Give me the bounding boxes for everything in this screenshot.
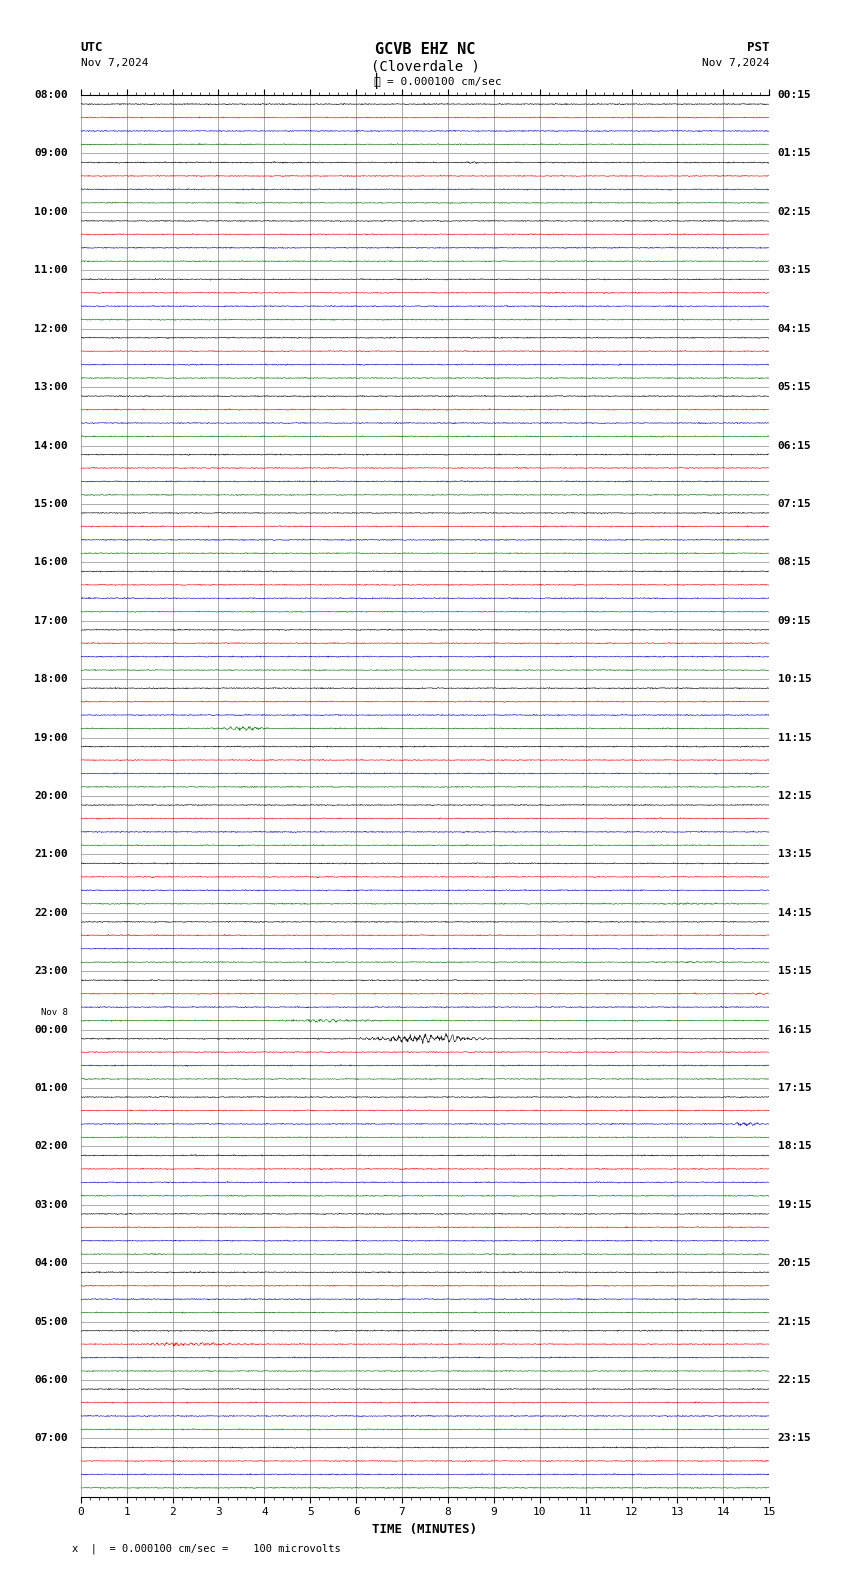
Text: 18:00: 18:00 bbox=[34, 675, 68, 684]
Text: Nov 7,2024: Nov 7,2024 bbox=[702, 59, 769, 68]
Text: 17:15: 17:15 bbox=[778, 1083, 811, 1093]
Text: 14:15: 14:15 bbox=[778, 908, 811, 917]
Text: 16:15: 16:15 bbox=[778, 1025, 811, 1034]
Text: 09:15: 09:15 bbox=[778, 616, 811, 626]
Text: 21:00: 21:00 bbox=[34, 849, 68, 860]
Text: GCVB EHZ NC: GCVB EHZ NC bbox=[375, 43, 475, 57]
Text: 11:00: 11:00 bbox=[34, 265, 68, 276]
Text: 04:15: 04:15 bbox=[778, 323, 811, 334]
Text: |: | bbox=[372, 73, 381, 89]
Text: 03:15: 03:15 bbox=[778, 265, 811, 276]
Text: 22:00: 22:00 bbox=[34, 908, 68, 917]
Text: 14:00: 14:00 bbox=[34, 440, 68, 450]
Text: 19:15: 19:15 bbox=[778, 1199, 811, 1210]
Text: 15:00: 15:00 bbox=[34, 499, 68, 508]
Text: 16:00: 16:00 bbox=[34, 558, 68, 567]
Text: 02:00: 02:00 bbox=[34, 1142, 68, 1152]
Text: 06:15: 06:15 bbox=[778, 440, 811, 450]
Text: 12:00: 12:00 bbox=[34, 323, 68, 334]
Text: 13:15: 13:15 bbox=[778, 849, 811, 860]
Text: 07:15: 07:15 bbox=[778, 499, 811, 508]
Text: 11:15: 11:15 bbox=[778, 732, 811, 743]
Text: 23:00: 23:00 bbox=[34, 966, 68, 976]
Text: 09:00: 09:00 bbox=[34, 149, 68, 158]
Text: 00:00: 00:00 bbox=[34, 1025, 68, 1034]
Text: 18:15: 18:15 bbox=[778, 1142, 811, 1152]
Text: 04:00: 04:00 bbox=[34, 1258, 68, 1269]
Text: 22:15: 22:15 bbox=[778, 1375, 811, 1384]
Text: 12:15: 12:15 bbox=[778, 790, 811, 802]
Text: 10:00: 10:00 bbox=[34, 208, 68, 217]
Text: 00:15: 00:15 bbox=[778, 90, 811, 100]
Text: 17:00: 17:00 bbox=[34, 616, 68, 626]
Text: 19:00: 19:00 bbox=[34, 732, 68, 743]
Text: 05:00: 05:00 bbox=[34, 1316, 68, 1327]
Text: 13:00: 13:00 bbox=[34, 382, 68, 393]
Text: (Cloverdale ): (Cloverdale ) bbox=[371, 60, 479, 73]
Text: 01:00: 01:00 bbox=[34, 1083, 68, 1093]
Text: = 0.000100 cm/sec: = 0.000100 cm/sec bbox=[387, 76, 501, 87]
Text: 20:00: 20:00 bbox=[34, 790, 68, 802]
Text: Nov 8: Nov 8 bbox=[41, 1007, 68, 1017]
Text: 08:15: 08:15 bbox=[778, 558, 811, 567]
Text: 23:15: 23:15 bbox=[778, 1434, 811, 1443]
Text: 05:15: 05:15 bbox=[778, 382, 811, 393]
Text: 20:15: 20:15 bbox=[778, 1258, 811, 1269]
Text: PST: PST bbox=[747, 41, 769, 54]
Text: x  |  = 0.000100 cm/sec =    100 microvolts: x | = 0.000100 cm/sec = 100 microvolts bbox=[72, 1544, 341, 1554]
Text: UTC: UTC bbox=[81, 41, 103, 54]
Text: 15:15: 15:15 bbox=[778, 966, 811, 976]
Text: 01:15: 01:15 bbox=[778, 149, 811, 158]
Text: 03:00: 03:00 bbox=[34, 1199, 68, 1210]
Text: 21:15: 21:15 bbox=[778, 1316, 811, 1327]
X-axis label: TIME (MINUTES): TIME (MINUTES) bbox=[372, 1522, 478, 1536]
Text: Nov 7,2024: Nov 7,2024 bbox=[81, 59, 148, 68]
Text: 06:00: 06:00 bbox=[34, 1375, 68, 1384]
Text: ⎿: ⎿ bbox=[373, 76, 380, 87]
Text: 08:00: 08:00 bbox=[34, 90, 68, 100]
Text: 07:00: 07:00 bbox=[34, 1434, 68, 1443]
Text: 10:15: 10:15 bbox=[778, 675, 811, 684]
Text: 02:15: 02:15 bbox=[778, 208, 811, 217]
